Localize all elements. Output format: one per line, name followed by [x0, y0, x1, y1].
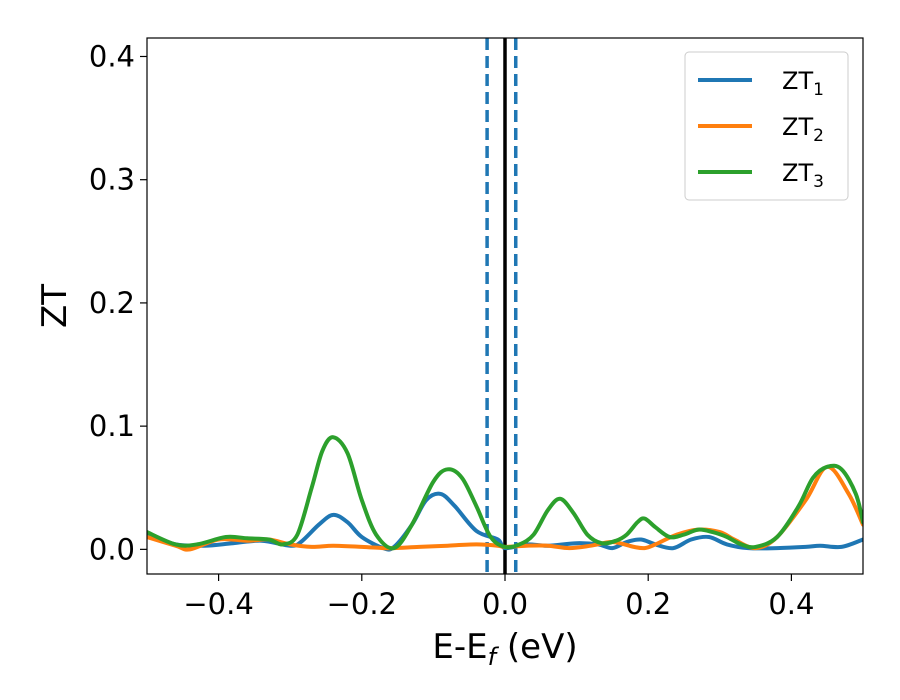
legend: ZT1 ZT2 ZT3	[684, 51, 849, 201]
x-tick-label: 0.4	[768, 587, 814, 621]
x-axis-ticks: −0.4 −0.2 0.0 0.2 0.4	[183, 574, 814, 621]
y-axis-ticks: 0.0 0.1 0.2 0.3 0.4	[89, 39, 147, 566]
x-tick-label: 0.0	[482, 587, 528, 621]
legend-frame	[684, 51, 849, 201]
x-axis-label: E-Ef (eV)	[432, 627, 577, 671]
series-lines	[147, 435, 863, 552]
y-tick-label: 0.2	[89, 286, 135, 320]
series-line-3	[147, 435, 863, 551]
y-tick-label: 0.3	[89, 163, 135, 197]
y-tick-label: 0.0	[89, 532, 135, 566]
x-tick-label: 0.2	[625, 587, 671, 621]
y-tick-label: 0.4	[89, 39, 135, 73]
legend-label-2: ZT2	[782, 113, 824, 146]
legend-label-3: ZT3	[782, 159, 824, 192]
y-tick-label: 0.1	[89, 409, 135, 443]
y-axis-label: ZT	[35, 284, 75, 328]
legend-label-1: ZT1	[782, 67, 824, 100]
x-tick-label: −0.2	[327, 587, 397, 621]
reference-lines	[485, 38, 518, 574]
x-tick-label: −0.4	[183, 587, 253, 621]
